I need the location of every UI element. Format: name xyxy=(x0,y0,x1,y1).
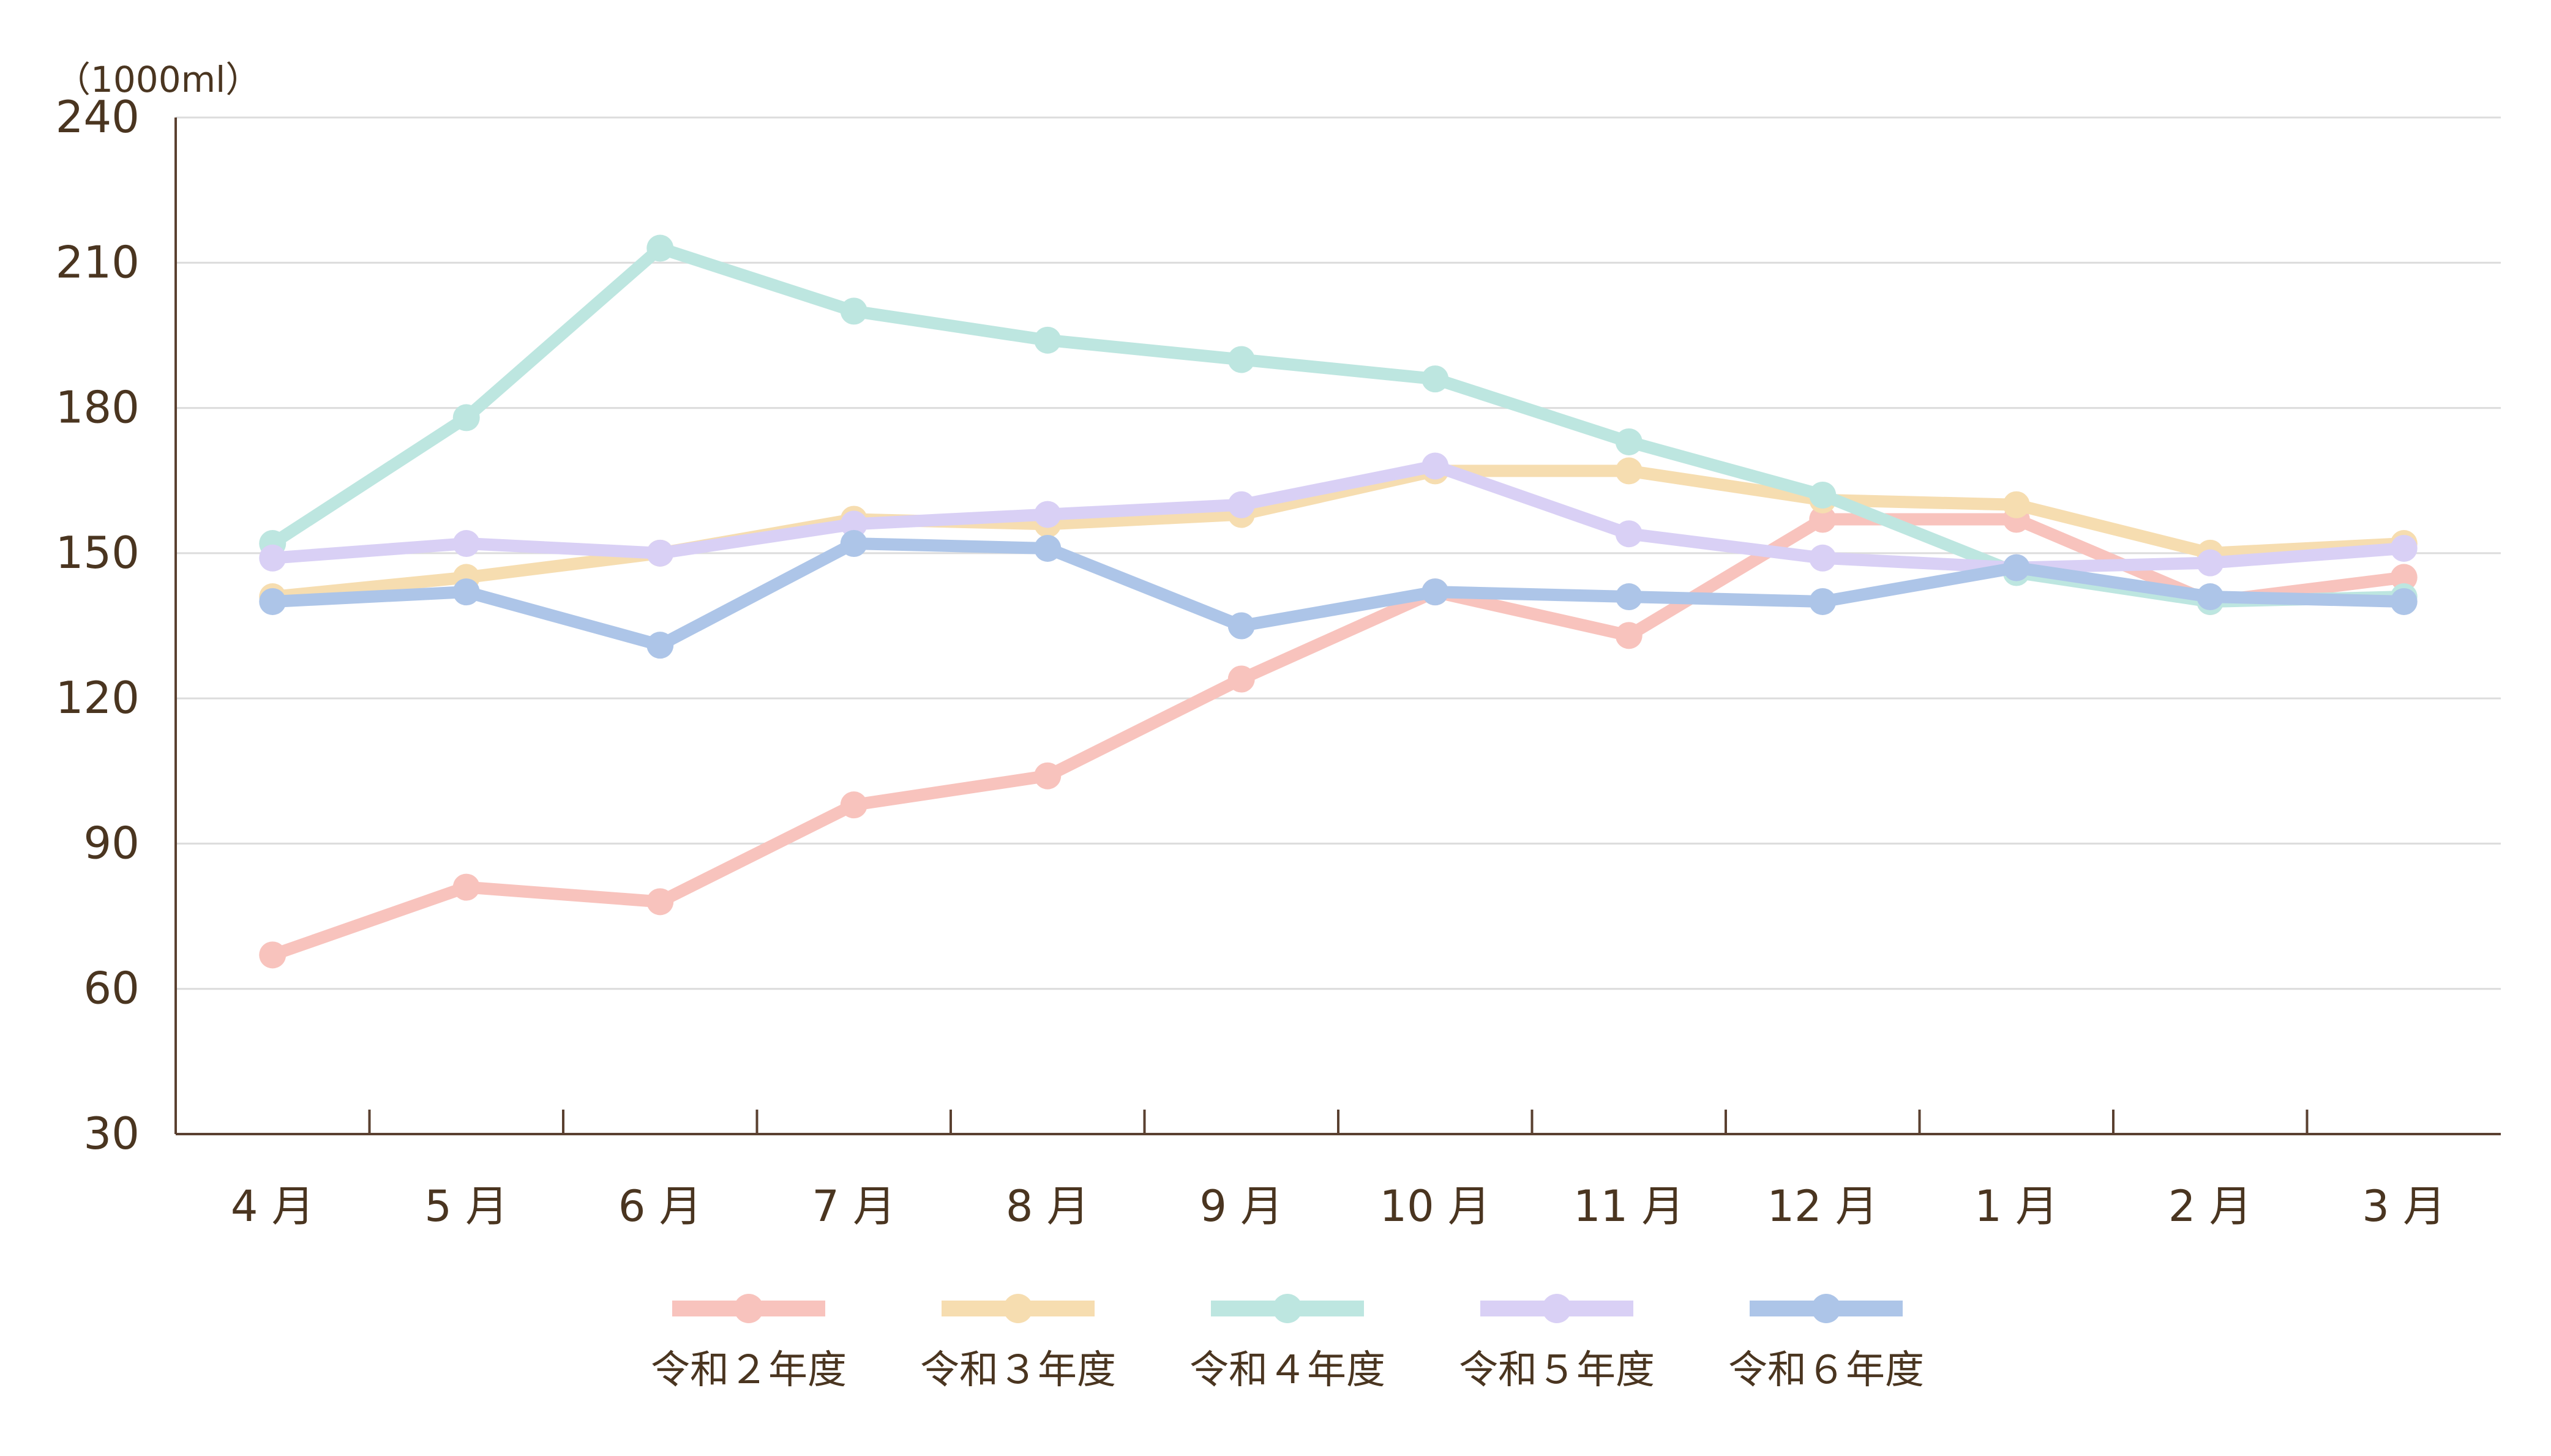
data-point xyxy=(1809,481,1837,509)
data-point xyxy=(1227,346,1255,373)
data-point xyxy=(646,888,674,916)
data-point xyxy=(2002,491,2030,518)
data-point xyxy=(1034,534,1062,562)
y-unit-label: （1000ml） xyxy=(55,59,261,100)
grid-lines xyxy=(176,116,2501,990)
legend: 令和２年度 令和３年度 令和４年度 令和５年度 令和６年度 xyxy=(651,1294,1924,1393)
x-tick-label: 1 月 xyxy=(1974,1181,2058,1231)
data-point xyxy=(1034,326,1062,354)
data-point xyxy=(1227,665,1255,693)
data-point xyxy=(2390,534,2418,562)
y-tick-label: 30 xyxy=(83,1108,140,1159)
data-point xyxy=(646,632,674,659)
y-tick-label: 180 xyxy=(56,382,140,433)
data-point xyxy=(1809,506,1837,533)
x-tick-label: 4 月 xyxy=(231,1181,315,1231)
data-point xyxy=(452,530,480,558)
legend-label: 令和２年度 xyxy=(651,1348,847,1393)
legend-item: 令和６年度 xyxy=(1728,1294,1924,1393)
data-point xyxy=(1615,457,1643,485)
data-point xyxy=(1615,583,1643,611)
data-point xyxy=(1615,428,1643,455)
data-point xyxy=(1809,588,1837,615)
legend-item: 令和５年度 xyxy=(1459,1294,1655,1393)
y-tick-label: 240 xyxy=(56,91,140,143)
legend-swatch-point xyxy=(1273,1294,1302,1323)
y-tick-label: 150 xyxy=(56,527,140,578)
data-point xyxy=(2390,564,2418,591)
data-point xyxy=(2197,583,2224,611)
x-tick-label: 5 月 xyxy=(424,1181,508,1231)
y-tick-label: 210 xyxy=(56,236,140,288)
data-point xyxy=(259,941,287,969)
data-point xyxy=(840,297,867,325)
x-tick-label: 8 月 xyxy=(1006,1181,1090,1231)
data-point xyxy=(840,530,867,558)
y-tick-label: 60 xyxy=(83,963,140,1014)
series-line xyxy=(266,537,2410,652)
x-tick-label: 11 月 xyxy=(1573,1181,1684,1231)
series-5 xyxy=(259,530,2418,659)
legend-swatch-point xyxy=(1542,1294,1571,1323)
data-point xyxy=(452,873,480,901)
data-point xyxy=(646,539,674,567)
legend-swatch-point xyxy=(734,1294,763,1323)
data-point xyxy=(2390,588,2418,615)
legend-swatch-point xyxy=(1811,1294,1841,1323)
data-point xyxy=(1615,622,1643,649)
x-tick-label: 3 月 xyxy=(2362,1181,2446,1231)
x-tick-label: 12 月 xyxy=(1767,1181,1878,1231)
data-point xyxy=(452,578,480,606)
data-point xyxy=(259,544,287,572)
data-point xyxy=(1422,578,1449,606)
legend-item: 令和４年度 xyxy=(1189,1294,1385,1393)
data-point xyxy=(2002,554,2030,581)
data-point xyxy=(1227,612,1255,640)
data-point xyxy=(1034,762,1062,790)
legend-label: 令和５年度 xyxy=(1459,1348,1655,1393)
data-point xyxy=(840,791,867,819)
legend-item: 令和２年度 xyxy=(651,1294,847,1393)
legend-label: 令和６年度 xyxy=(1728,1348,1924,1393)
data-point xyxy=(1809,544,1837,572)
y-tick-label: 90 xyxy=(83,817,140,868)
x-tick-label: 9 月 xyxy=(1199,1181,1283,1231)
data-point xyxy=(840,510,867,538)
data-point xyxy=(1422,452,1449,480)
y-tick-label: 120 xyxy=(56,672,140,723)
data-point xyxy=(259,588,287,615)
legend-label: 令和４年度 xyxy=(1189,1348,1385,1393)
data-point xyxy=(452,404,480,431)
x-tick-label: 2 月 xyxy=(2168,1181,2252,1231)
data-point xyxy=(2197,549,2224,577)
data-point xyxy=(646,234,674,262)
x-tick-label: 10 月 xyxy=(1380,1181,1491,1231)
series-line xyxy=(266,513,2410,961)
series-layer xyxy=(259,234,2418,969)
legend-item: 令和３年度 xyxy=(920,1294,1116,1393)
data-point xyxy=(1034,501,1062,528)
data-point xyxy=(1615,520,1643,548)
data-point xyxy=(1227,491,1255,518)
x-tick-label: 6 月 xyxy=(618,1181,702,1231)
x-tick-label: 7 月 xyxy=(812,1181,896,1231)
axes: 240 210 180 150 120 90 60 30 4 月 5 月 6 月 7 月 8 月 9 月 1… xyxy=(56,91,2501,1231)
legend-label: 令和３年度 xyxy=(920,1348,1116,1393)
legend-swatch-point xyxy=(1003,1294,1033,1323)
data-point xyxy=(1422,365,1449,393)
